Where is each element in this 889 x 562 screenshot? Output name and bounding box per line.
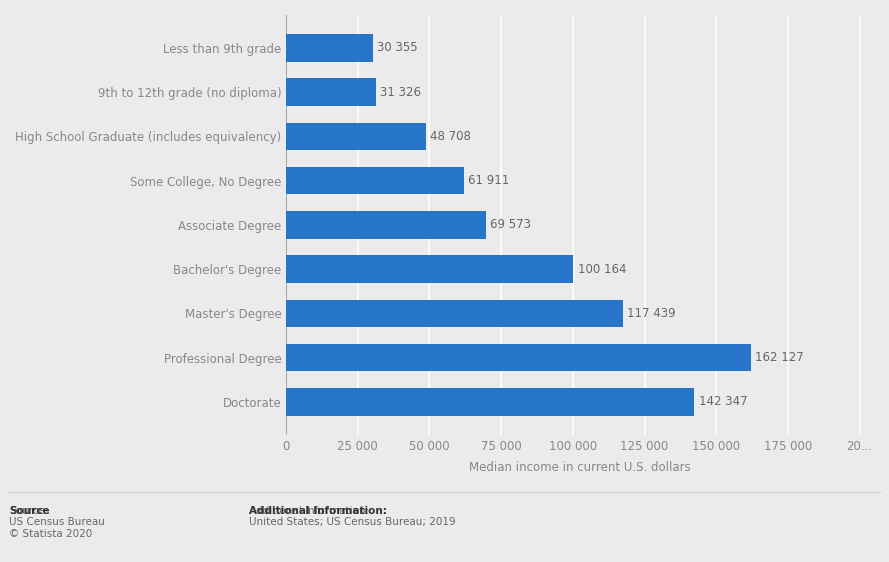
Text: Additional Information:
United States; US Census Bureau; 2019: Additional Information: United States; U…	[249, 506, 455, 527]
Text: Source: Source	[9, 506, 50, 516]
Text: 162 127: 162 127	[756, 351, 805, 364]
Text: Additional Information:: Additional Information:	[249, 506, 387, 516]
Bar	[286, 167, 464, 194]
Text: Source
US Census Bureau
© Statista 2020: Source US Census Bureau © Statista 2020	[9, 506, 105, 539]
X-axis label: Median income in current U.S. dollars: Median income in current U.S. dollars	[469, 461, 691, 474]
Bar	[286, 344, 751, 371]
Text: 48 708: 48 708	[430, 130, 471, 143]
Bar	[286, 255, 573, 283]
Text: 31 326: 31 326	[380, 85, 421, 98]
Bar	[286, 388, 694, 416]
Bar	[286, 123, 426, 150]
Text: 100 164: 100 164	[578, 262, 626, 275]
Text: 30 355: 30 355	[378, 41, 418, 55]
Text: 142 347: 142 347	[699, 396, 748, 409]
Text: 117 439: 117 439	[628, 307, 676, 320]
Text: 69 573: 69 573	[490, 219, 531, 232]
Bar	[286, 300, 623, 327]
Bar	[286, 78, 376, 106]
Text: 61 911: 61 911	[468, 174, 509, 187]
Bar	[286, 211, 485, 239]
Bar	[286, 34, 373, 61]
